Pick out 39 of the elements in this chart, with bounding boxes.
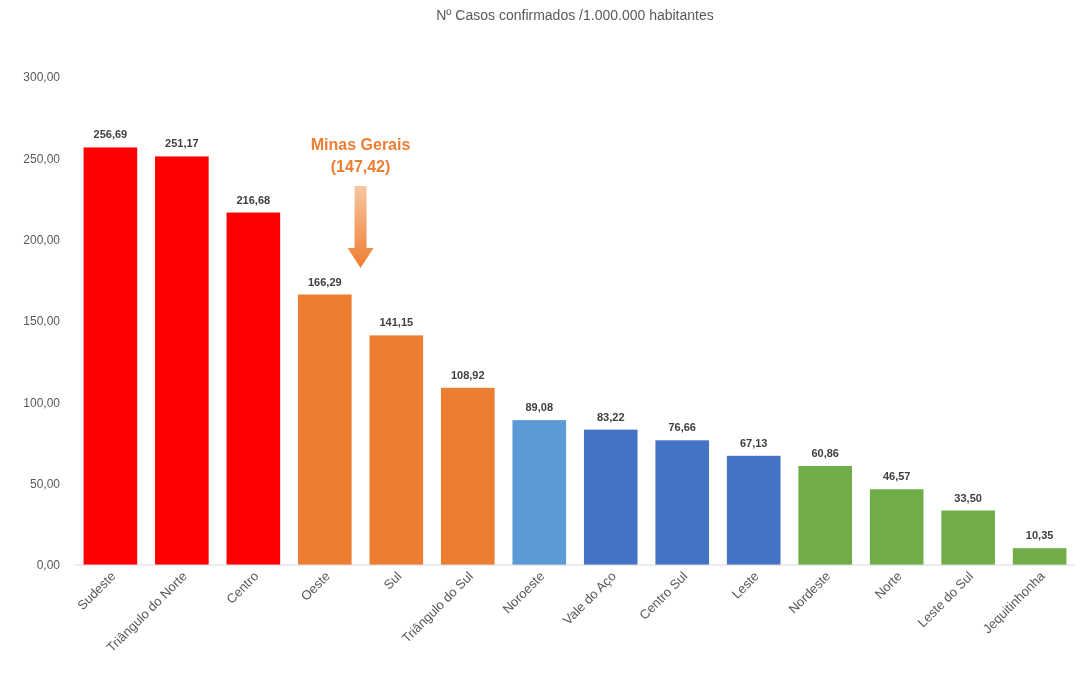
data-label: 166,29 [307,275,342,288]
data-label: 251,17 [165,137,199,150]
y-tick-label: 250,00 [23,151,61,166]
data-label: 141,15 [379,316,414,329]
bar [869,489,924,565]
bar [83,147,138,565]
bar [440,387,495,565]
data-label: 60,86 [811,447,839,459]
bar [155,156,209,565]
x-tick-label: Sul [380,568,405,593]
bar [298,294,352,565]
y-tick-label: 100,00 [23,395,61,410]
bar [798,466,852,565]
y-tick-label: 200,00 [23,232,61,247]
y-tick-label: 150,00 [23,314,61,329]
bar [369,335,424,565]
data-label: 83,22 [596,410,625,423]
chart-title: Nº Casos confirmados /1.000.000 habitantes [436,7,714,23]
data-label: 46,57 [882,470,911,483]
annotation: Minas Gerais (147,42) [310,136,411,175]
bar [512,420,567,565]
data-label: 256,69 [93,128,128,141]
data-label: 108,92 [450,368,485,381]
bar [583,429,638,565]
bar [941,510,995,565]
bar [655,440,710,565]
bar [226,212,281,565]
data-label: 67,13 [739,436,768,449]
bar [726,455,781,565]
x-tick-label: Vale do Aço [559,568,619,628]
y-tick-label: 300,00 [23,70,61,85]
data-label: 89,08 [525,401,554,414]
data-label: 216,68 [236,193,271,206]
y-tick-label: 0,00 [36,558,61,573]
data-label: 10,35 [1025,529,1054,542]
data-label: 33,50 [954,491,982,504]
data-label: 76,66 [668,421,696,434]
bar [1012,548,1067,565]
y-tick-label: 50,00 [29,476,61,491]
